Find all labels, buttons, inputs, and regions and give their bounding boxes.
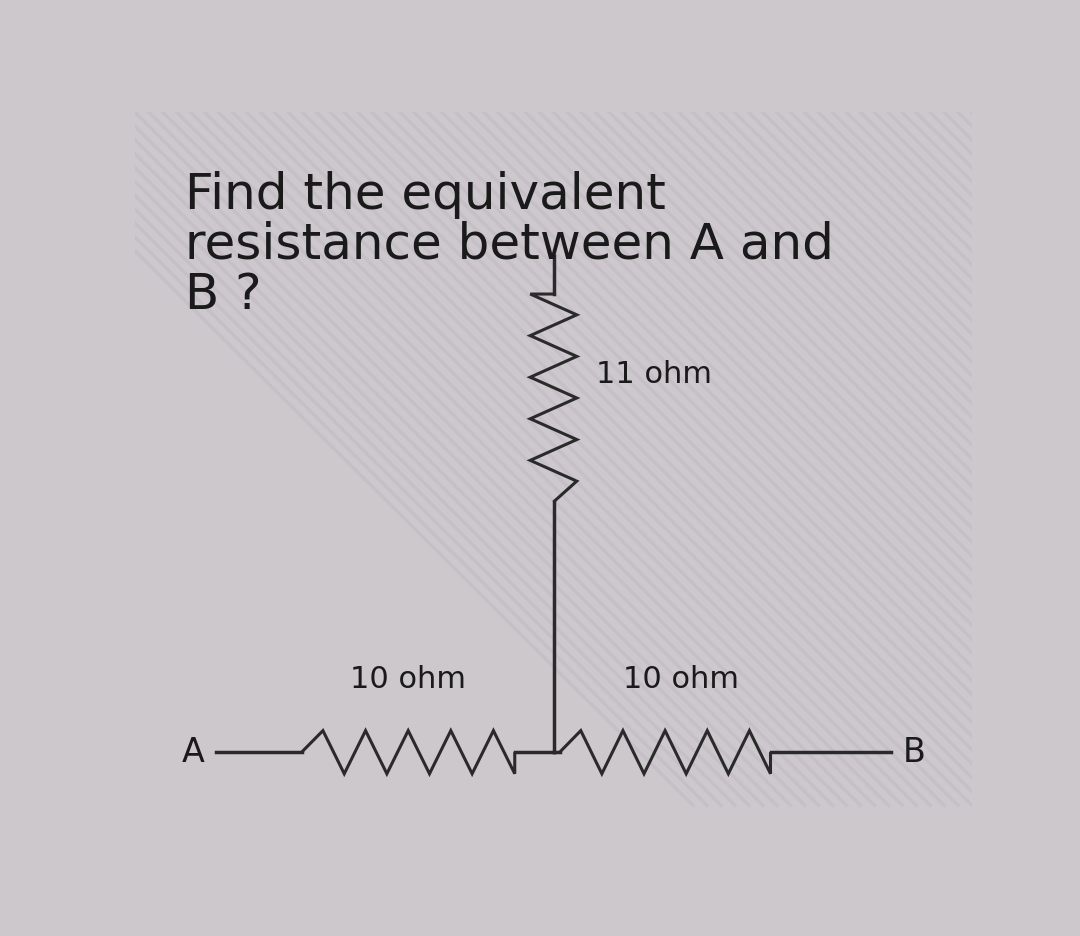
Text: B ?: B ? [186, 271, 262, 319]
Text: A: A [181, 736, 205, 768]
Text: resistance between A and: resistance between A and [186, 221, 834, 269]
Text: 11 ohm: 11 ohm [596, 360, 712, 389]
Text: 10 ohm: 10 ohm [350, 665, 467, 695]
Text: Find the equivalent: Find the equivalent [186, 171, 666, 219]
Text: 10 ohm: 10 ohm [622, 665, 739, 695]
Text: B: B [902, 736, 926, 768]
